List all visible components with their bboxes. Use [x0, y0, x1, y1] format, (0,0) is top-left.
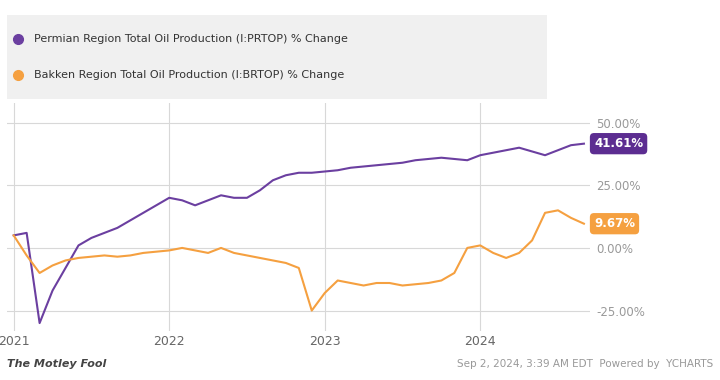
Text: Bakken Region Total Oil Production (I:BRTOP) % Change: Bakken Region Total Oil Production (I:BR…: [35, 70, 344, 81]
Text: Sep 2, 2024, 3:39 AM EDT  Powered by  YCHARTS: Sep 2, 2024, 3:39 AM EDT Powered by YCHA…: [456, 359, 713, 369]
Text: 41.61%: 41.61%: [594, 137, 643, 150]
Text: Permian Region Total Oil Production (I:PRTOP) % Change: Permian Region Total Oil Production (I:P…: [35, 33, 348, 44]
Text: 9.67%: 9.67%: [594, 217, 635, 230]
Text: The Motley Fool: The Motley Fool: [7, 359, 107, 369]
